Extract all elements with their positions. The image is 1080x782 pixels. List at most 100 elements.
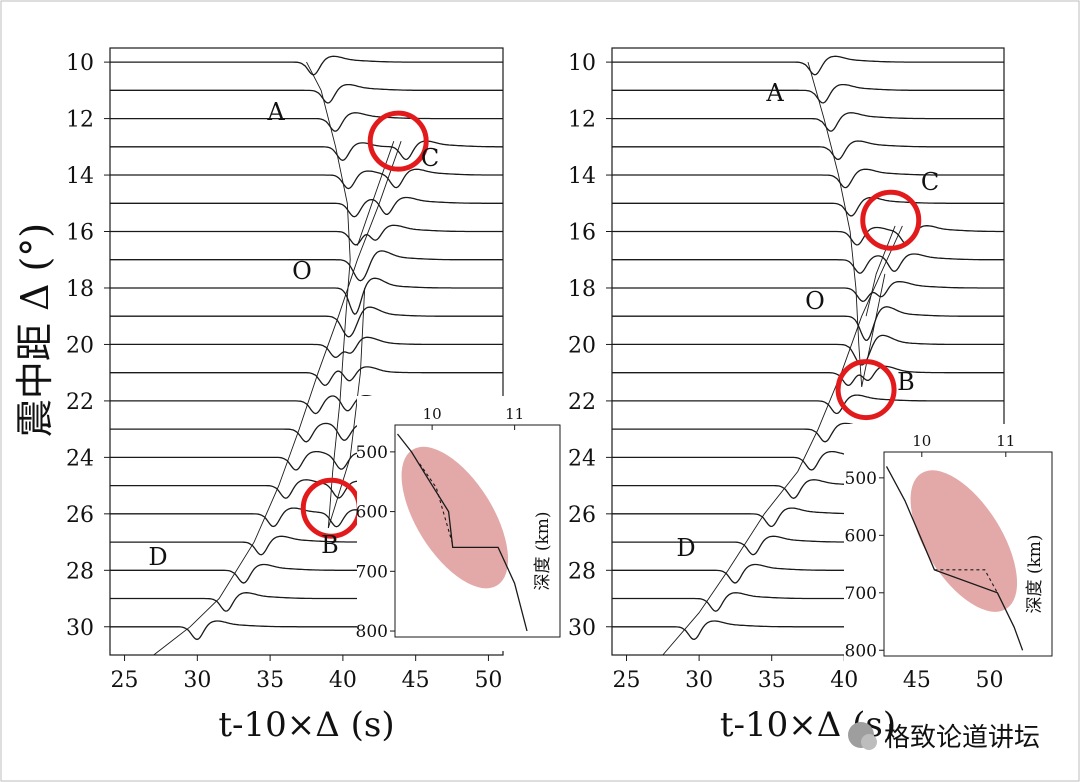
highlight-circle — [835, 359, 897, 421]
wechat-icon-dot — [861, 734, 877, 750]
branch-C-curve — [356, 141, 395, 246]
seismogram-trace — [612, 334, 1004, 366]
inset-y-tick-label: 700 — [356, 562, 388, 582]
branch-A-curve — [306, 61, 351, 529]
branch-label-D: D — [676, 534, 695, 562]
seismogram-trace — [612, 365, 1004, 386]
inset-profile-curve — [885, 466, 1024, 651]
seismogram-trace — [110, 224, 503, 246]
y-tick-label: 22 — [568, 390, 596, 415]
inset-y-tick-label: 800 — [845, 641, 877, 661]
y-axis-label: 震中距 Δ (°) — [13, 223, 57, 437]
x-tick-label: 45 — [402, 668, 430, 693]
seismogram-trace — [612, 196, 1004, 217]
y-tick-label: 12 — [66, 108, 94, 133]
plot-frame — [109, 47, 504, 656]
y-tick-label: 22 — [66, 390, 94, 415]
seismogram-trace — [612, 253, 1004, 274]
inset-y-tick-label: 600 — [845, 526, 877, 546]
y-tick-label: 20 — [66, 333, 94, 358]
y-tick-label: 20 — [568, 333, 596, 358]
inset-y-axis-label: 深度 (km) — [1025, 534, 1045, 613]
branch-C-curve — [865, 225, 896, 317]
y-tick-label: 24 — [568, 446, 596, 471]
inset-dashed-curve — [419, 463, 454, 545]
branch-label-O: O — [292, 257, 312, 285]
y-tick-label: 12 — [568, 108, 596, 133]
x-tick-label: 30 — [685, 668, 713, 693]
seismogram-trace — [612, 306, 1004, 341]
inset-profile-curve — [396, 433, 528, 632]
seismogram-trace — [612, 281, 1004, 302]
branch-A-curve — [807, 61, 863, 387]
y-tick-label: 14 — [66, 164, 94, 189]
x-tick-label: 30 — [183, 668, 211, 693]
inset-frame — [394, 424, 561, 638]
seismogram-trace — [110, 306, 503, 338]
inset-y-tick-label: 800 — [356, 622, 388, 642]
inset-frame — [883, 451, 1053, 657]
branch-B-curve — [861, 273, 886, 387]
x-tick-label: 35 — [256, 668, 284, 693]
seismogram-trace — [110, 83, 503, 104]
x-tick-label: 40 — [830, 668, 858, 693]
y-tick-label: 16 — [568, 221, 596, 246]
seismogram-trace — [110, 112, 503, 132]
inset-y-tick-label: 700 — [845, 584, 877, 604]
highlight-circle — [860, 189, 922, 251]
seismogram-trace — [612, 112, 1004, 132]
seismogram-trace — [612, 168, 1004, 189]
branch-label-C: C — [421, 144, 439, 172]
seismogram-trace — [110, 55, 503, 76]
seismogram-trace — [612, 83, 1004, 104]
y-tick-label: 10 — [568, 51, 596, 76]
inset-y-tick-label: 500 — [845, 469, 877, 489]
watermark-text: 格致论道讲坛 — [884, 723, 1040, 753]
x-tick-label: 35 — [758, 668, 786, 693]
x-axis-label: t-10×Δ (s) — [218, 705, 394, 745]
watermark: 格致论道讲坛 — [848, 722, 1040, 753]
seismogram-trace — [110, 140, 503, 161]
inset-x-tick-label: 10 — [423, 405, 442, 423]
branch-label-O: O — [805, 287, 825, 315]
seismogram-trace — [110, 336, 503, 358]
seismogram-trace — [612, 55, 1004, 76]
highlight-circle — [367, 110, 429, 172]
y-tick-label: 24 — [66, 446, 94, 471]
inset-y-tick-label: 600 — [356, 503, 388, 523]
y-tick-label: 16 — [66, 221, 94, 246]
x-tick-label: 25 — [613, 668, 641, 693]
y-tick-label: 10 — [66, 51, 94, 76]
seismogram-trace — [110, 168, 503, 190]
x-tick-label: 50 — [474, 668, 502, 693]
inset-dashed-curve — [934, 569, 998, 594]
y-tick-label: 30 — [568, 616, 596, 641]
seismogram-trace — [110, 277, 503, 315]
x-tick-label: 40 — [329, 668, 357, 693]
branch-label-A: A — [765, 79, 784, 107]
uncertainty-ellipse — [910, 470, 1018, 612]
seismogram-trace — [612, 225, 1004, 246]
seismogram-trace — [110, 250, 503, 282]
seismogram-trace — [110, 196, 503, 218]
y-tick-label: 26 — [66, 503, 94, 528]
x-tick-label: 50 — [975, 668, 1003, 693]
inset-x-tick-label: 10 — [912, 432, 931, 450]
branch-label-B: B — [897, 368, 915, 396]
inset-x-tick-label: 11 — [996, 432, 1015, 450]
seismogram-trace — [110, 366, 503, 386]
plot-frame — [611, 47, 1005, 656]
inset-y-tick-label: 500 — [356, 443, 388, 463]
seismogram-trace — [612, 140, 1004, 161]
left-panel: 10 12 14 16 18 20 22 24 26 28 30 25 30 35 40 45 50 t-10×Δ… — [66, 47, 582, 745]
y-tick-label: 26 — [568, 503, 596, 528]
inset-y-axis-label: 深度 (km) — [533, 511, 553, 590]
y-tick-label: 18 — [66, 277, 94, 302]
y-tick-label: 14 — [568, 164, 596, 189]
branch-O-curve — [153, 141, 402, 656]
branch-label-B: B — [321, 531, 339, 559]
inset-x-tick-label: 11 — [505, 405, 524, 423]
branch-label-A: A — [266, 98, 285, 126]
